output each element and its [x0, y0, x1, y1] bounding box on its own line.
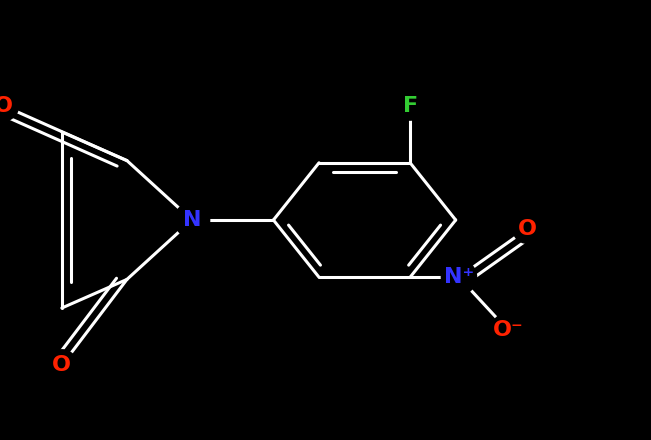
Text: O: O — [518, 219, 537, 239]
Circle shape — [174, 202, 210, 238]
Circle shape — [491, 313, 525, 347]
Text: O: O — [52, 355, 72, 375]
Text: N⁺: N⁺ — [444, 267, 474, 287]
Circle shape — [441, 260, 477, 295]
Circle shape — [513, 214, 542, 243]
Text: O: O — [0, 95, 13, 116]
Circle shape — [396, 91, 424, 120]
Circle shape — [46, 350, 77, 381]
Text: O⁻: O⁻ — [492, 320, 523, 340]
Text: F: F — [402, 95, 418, 116]
Text: N: N — [183, 210, 201, 230]
Circle shape — [0, 90, 19, 121]
